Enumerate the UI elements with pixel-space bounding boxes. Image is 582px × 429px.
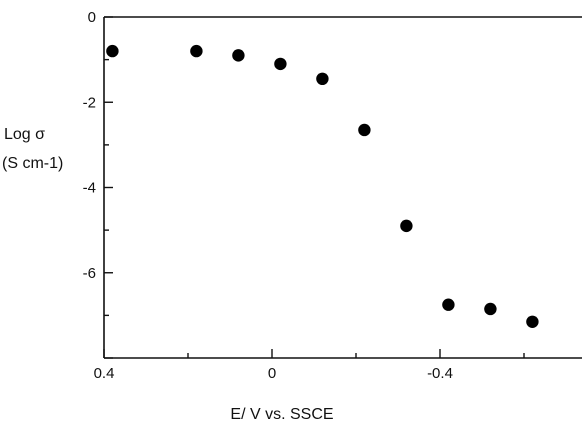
- y-tick-label: -4: [83, 180, 96, 197]
- data-point: [316, 72, 329, 86]
- data-point: [442, 298, 455, 311]
- tick-labels: 0 -2 -4 -6 0.4 0 -0.4: [83, 9, 453, 382]
- data-point: [232, 49, 245, 62]
- x-tick-label: 0.4: [94, 365, 115, 382]
- y-tick-label: -6: [83, 265, 96, 282]
- data-points: [106, 44, 539, 328]
- y-axis-title: Log σ: [4, 126, 45, 143]
- data-point: [190, 44, 203, 58]
- plot-frame: [103, 16, 582, 359]
- x-tick-label: -0.4: [427, 365, 453, 382]
- data-point: [400, 219, 413, 233]
- ticks: [103, 16, 525, 359]
- data-point: [358, 123, 371, 137]
- x-tick-label: 0: [268, 365, 276, 382]
- y-axis-units: (S cm-1): [2, 155, 63, 172]
- data-point: [274, 57, 287, 71]
- y-tick-label: -2: [83, 94, 96, 111]
- data-point: [106, 44, 119, 58]
- data-point: [526, 315, 539, 328]
- x-axis-title: E/ V vs. SSCE: [230, 406, 333, 423]
- data-point: [484, 302, 497, 316]
- y-tick-label: 0: [88, 9, 96, 26]
